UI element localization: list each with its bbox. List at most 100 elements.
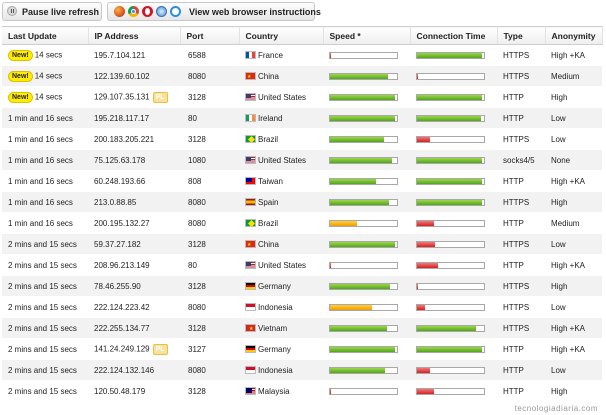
country-value: Brazil (258, 134, 279, 144)
connection-time-bar (416, 114, 485, 122)
port-value: 3128 (188, 281, 206, 291)
header-anonymity[interactable]: Anonymity (545, 26, 603, 45)
pause-label: Pause live refresh (22, 7, 100, 17)
anonymity-cell: Low (545, 128, 602, 150)
speed-cell (323, 44, 410, 66)
last-update-value: 2 mins and 15 secs (8, 260, 77, 270)
type-cell: HTTPS (497, 191, 545, 213)
header-connection-time[interactable]: Connection Time (410, 26, 498, 45)
header-speed[interactable]: Speed * (323, 26, 411, 45)
connection-time-cell (410, 233, 497, 255)
table-row[interactable]: 1 min and 16 secs 60.248.193.66 808 Taiw… (2, 170, 602, 192)
country-value: Taiwan (258, 176, 283, 186)
last-update-cell: 1 min and 16 secs (2, 212, 88, 234)
speed-cell (323, 170, 410, 192)
speed-bar (329, 219, 398, 227)
table-row[interactable]: New! 14 secs 129.107.35.131 PL 3128 United… (2, 86, 602, 108)
ie-icon[interactable] (170, 6, 181, 17)
table-row[interactable]: New!14 secs 122.139.60.102 8080 China HT… (2, 65, 602, 87)
last-update-value: 2 mins and 15 secs (8, 344, 77, 354)
us-flag-icon (245, 156, 256, 165)
speed-bar (329, 198, 398, 206)
ip-value: 222.124.223.42 (94, 302, 150, 312)
table-row[interactable]: 2 mins and 15 secs 59.37.27.182 3128 Chi… (2, 233, 602, 255)
last-update-cell: New! 14 secs (2, 65, 88, 87)
header-type[interactable]: Type (497, 26, 546, 45)
anonymity-cell: Low (545, 359, 602, 381)
connection-time-bar (416, 282, 485, 290)
anonymity-value: High (551, 281, 568, 291)
anonymity-value: Low (551, 113, 566, 123)
connection-time-bar (416, 324, 485, 332)
speed-bar (329, 156, 398, 164)
last-update-cell: 2 mins and 15 secs (2, 254, 88, 276)
table-row[interactable]: 1 min and 16 secs 200.195.132.27 8080 Br… (2, 212, 602, 234)
header-port[interactable]: Port (180, 26, 240, 45)
connection-time-cell (410, 380, 497, 402)
connection-time-bar-fill (417, 73, 419, 79)
table-row[interactable]: 1 min and 16 secs 213.0.88.85 8080 Spain… (2, 191, 602, 213)
speed-cell (323, 233, 410, 255)
speed-cell (323, 191, 410, 213)
brazil-flag-icon (245, 219, 256, 228)
last-update-value: 2 mins and 15 secs (8, 281, 77, 291)
browser-instructions-button[interactable]: View web browser instructions (107, 2, 321, 21)
ip-value: 195.218.117.17 (94, 113, 150, 123)
ip-value: 200.195.132.27 (94, 218, 150, 228)
chrome-icon[interactable] (128, 6, 139, 17)
speed-bar (329, 345, 398, 353)
pause-live-refresh-button[interactable]: Pause live refresh (2, 2, 102, 21)
header-last-update[interactable]: Last Update (2, 26, 89, 45)
table-row[interactable]: 2 mins and 15 secs 222.124.132.146 8080 … (2, 359, 602, 381)
type-cell: HTTPS (497, 275, 545, 297)
port-cell: 8080 (180, 212, 239, 234)
indonesia-flag-icon (245, 303, 256, 312)
ip-cell: 78.46.255.90 (88, 275, 180, 297)
port-cell: 808 (180, 170, 239, 192)
table-row[interactable]: 2 mins and 15 secs 222.124.223.42 8080 I… (2, 296, 602, 318)
country-value: Germany (258, 281, 291, 291)
port-value: 3128 (188, 134, 206, 144)
table-row[interactable]: 2 mins and 15 secs 78.46.255.90 3128 Ger… (2, 275, 602, 297)
table-row[interactable]: 2 mins and 15 secs 208.96.213.149 80 Uni… (2, 254, 602, 276)
anonymity-value: Low (551, 302, 566, 312)
port-cell: 3128 (180, 275, 239, 297)
ip-cell: 222.255.134.77 (88, 317, 180, 339)
table-row[interactable]: New! 14 secs 195.7.104.121 6588 France HT… (2, 44, 602, 66)
table-row[interactable]: 2 mins and 15 secs 141.24.249.129 PL 3127… (2, 338, 602, 360)
speed-bar (329, 114, 398, 122)
country-cell: Malaysia (239, 380, 323, 402)
opera-icon[interactable] (142, 6, 153, 17)
ip-value: 213.0.88.85 (94, 197, 137, 207)
table-row[interactable]: 1 min and 16 secs 75.125.63.178 1080 Uni… (2, 149, 602, 171)
last-update-cell: 2 mins and 15 secs (2, 380, 88, 402)
last-update-cell: 1 min and 16 secs (2, 107, 88, 129)
anonymity-cell: High +KA (545, 317, 602, 339)
type-value: HTTP (503, 344, 524, 354)
port-value: 8080 (188, 218, 206, 228)
country-value: United States (258, 260, 307, 270)
table-row[interactable]: 2 mins and 15 secs 222.255.134.77 3128 V… (2, 317, 602, 339)
speed-bar-fill (330, 367, 385, 373)
port-cell: 3128 (180, 380, 239, 402)
speed-cell (323, 149, 410, 171)
safari-icon[interactable] (156, 6, 167, 17)
country-value: Indonesia (258, 302, 293, 312)
table-row[interactable]: 1 min and 16 secs 200.183.205.221 3128 B… (2, 128, 602, 150)
table-row[interactable]: 1 min and 16 secs 195.218.117.17 80 Irel… (2, 107, 602, 129)
country-value: China (258, 71, 279, 81)
brazil-flag-icon (245, 135, 256, 144)
firefox-icon[interactable] (114, 6, 125, 17)
port-value: 8080 (188, 197, 206, 207)
table-row[interactable]: 2 mins and 15 secs 120.50.48.179 3128 Ma… (2, 380, 602, 402)
new-badge: New! (8, 70, 33, 82)
anonymity-cell: Medium (545, 65, 602, 87)
header-country[interactable]: Country (239, 26, 324, 45)
country-cell: Taiwan (239, 170, 323, 192)
last-update-value: 2 mins and 15 secs (8, 386, 77, 396)
ip-cell: 60.248.193.66 (88, 170, 180, 192)
country-value: United States (258, 92, 307, 102)
port-cell: 8080 (180, 359, 239, 381)
type-value: HTTP (503, 260, 524, 270)
header-ip-address[interactable]: IP Address (88, 26, 181, 45)
